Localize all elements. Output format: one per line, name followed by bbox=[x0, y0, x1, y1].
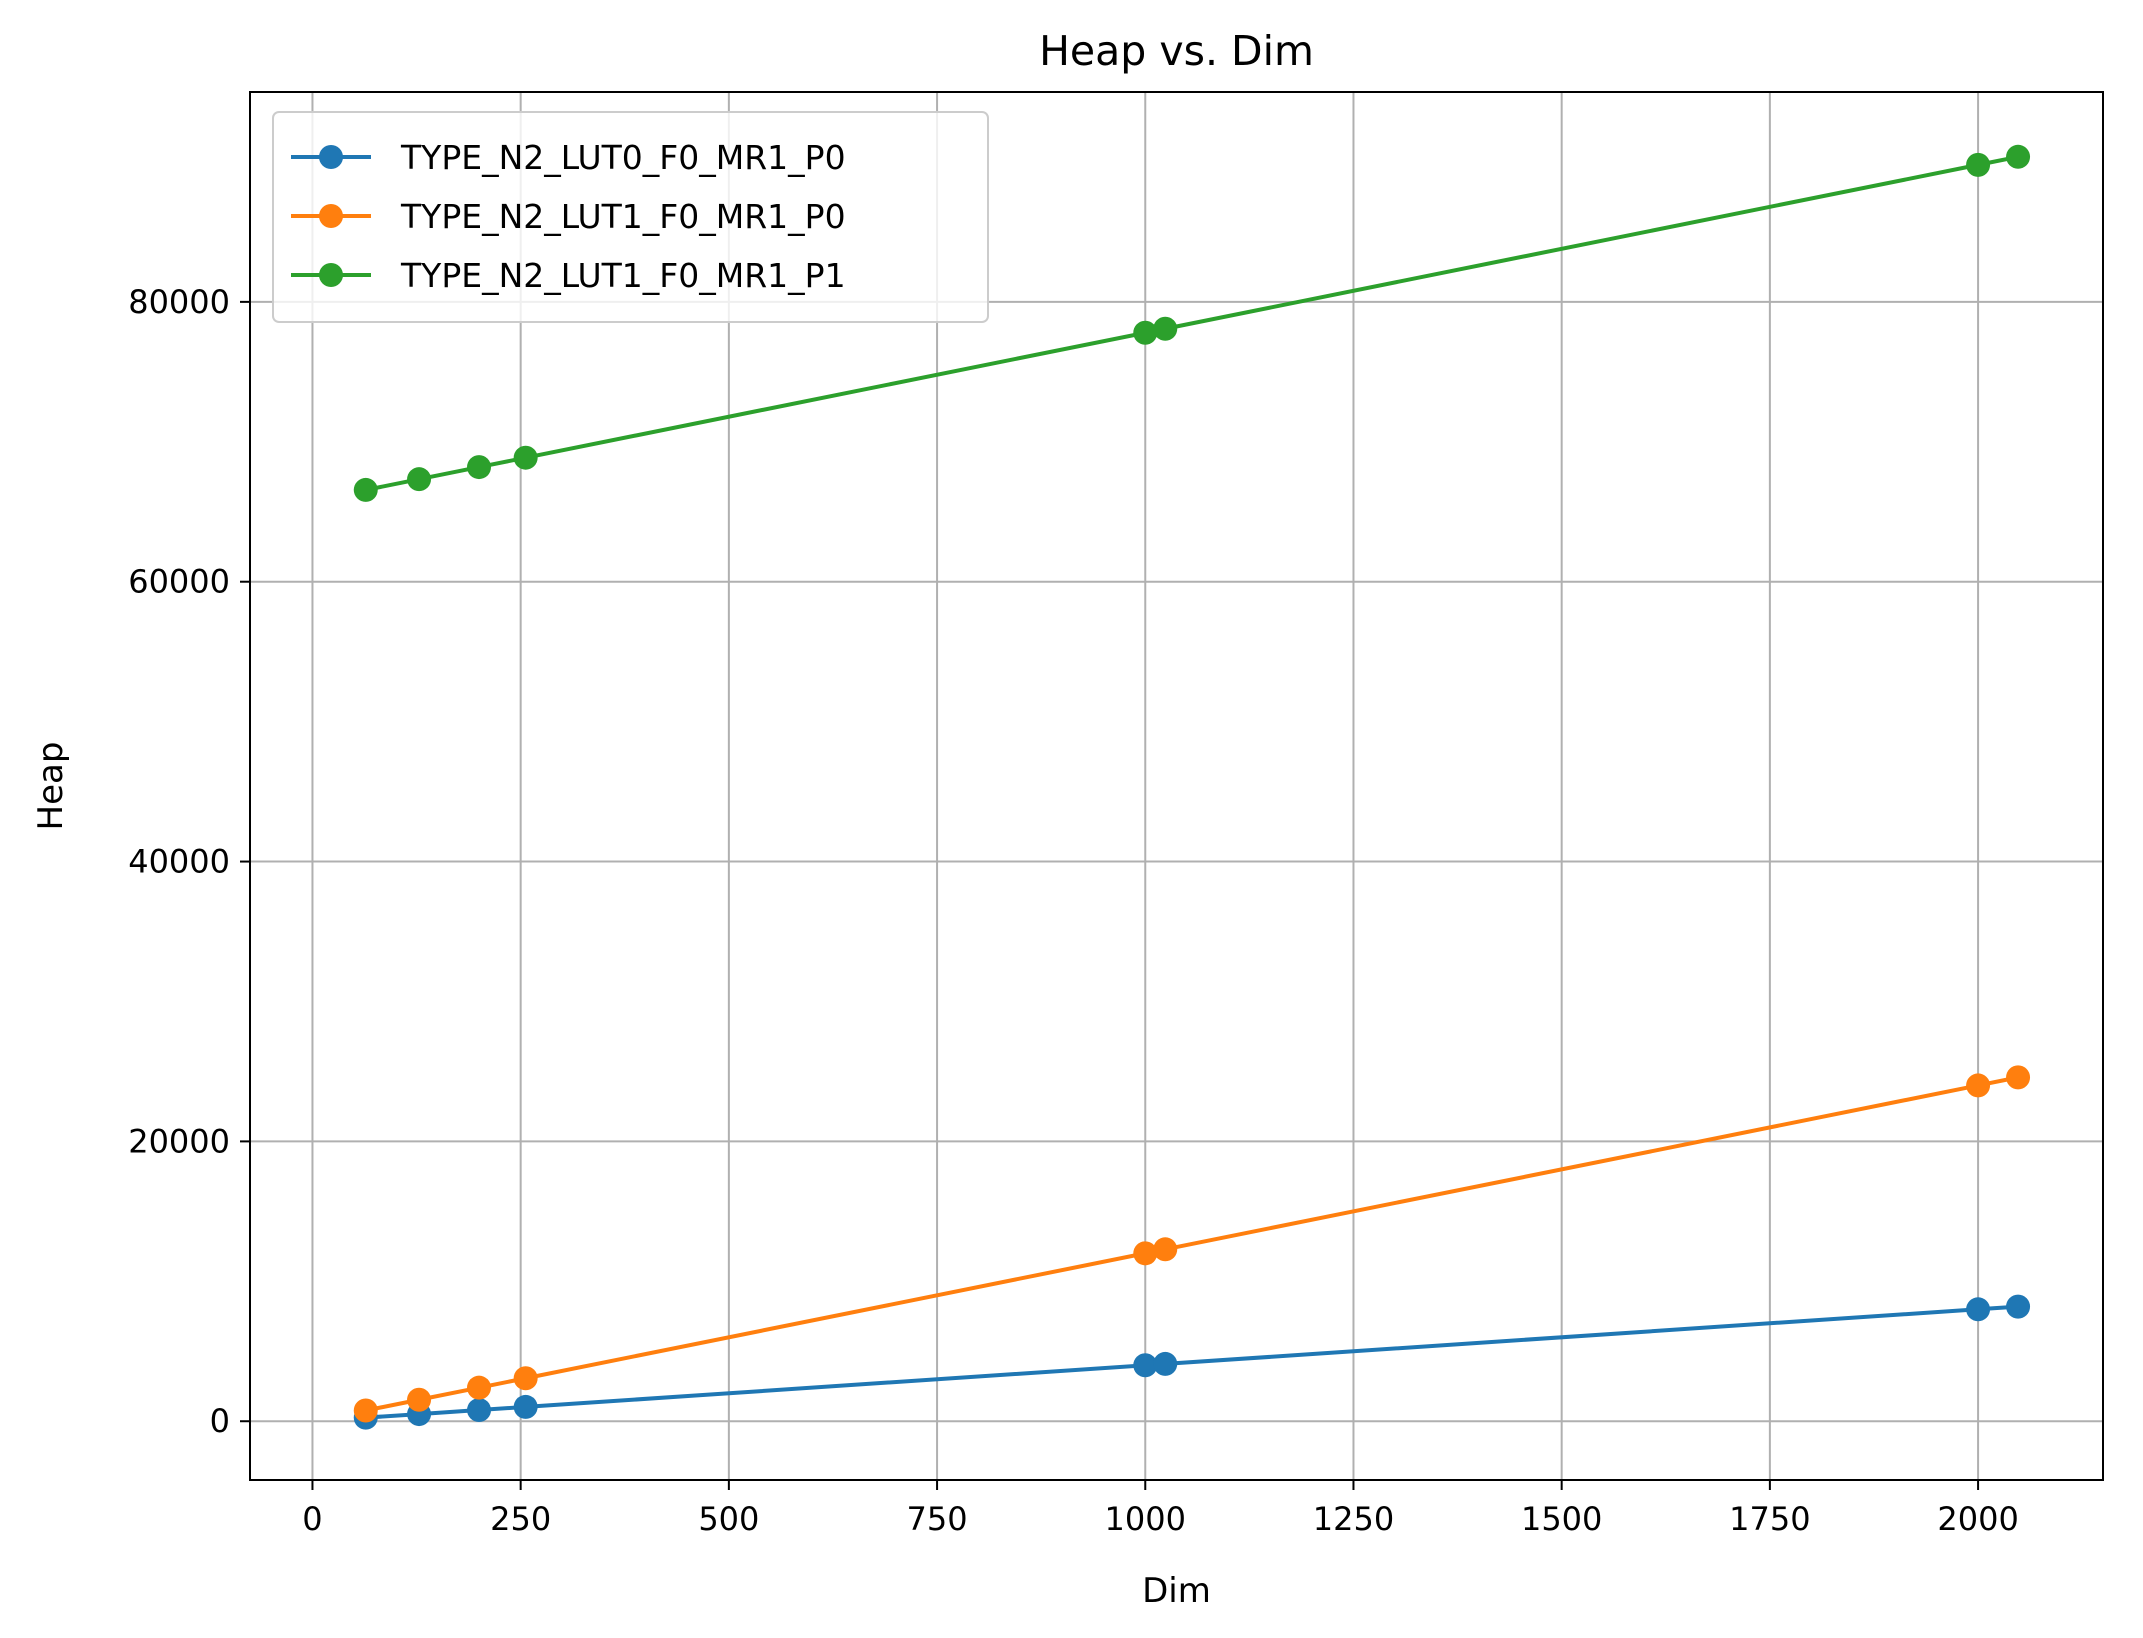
series-2-point bbox=[353, 477, 378, 502]
series-1-point bbox=[353, 1398, 378, 1423]
series-1-point bbox=[1966, 1073, 1991, 1098]
series-1-point bbox=[1133, 1241, 1158, 1266]
legend-marker-swatch bbox=[319, 263, 343, 287]
y-tick-label: 60000 bbox=[128, 563, 230, 601]
legend: TYPE_N2_LUT0_F0_MR1_P0 TYPE_N2_LUT1_F0_MR… bbox=[272, 111, 989, 323]
legend-label: TYPE_N2_LUT1_F0_MR1_P1 bbox=[400, 256, 846, 295]
series-0-point bbox=[1153, 1351, 1178, 1376]
series-1-point bbox=[1153, 1237, 1178, 1262]
series-1-point bbox=[467, 1375, 492, 1400]
legend-marker-swatch bbox=[319, 145, 343, 169]
plot-series bbox=[353, 144, 2031, 1430]
legend-marker-swatch bbox=[319, 204, 343, 228]
axis-ticks: 0 250 500 750 1000 1250 1500 1750 20000200004000… bbox=[128, 283, 2019, 1538]
y-tick-label: 20000 bbox=[128, 1122, 230, 1160]
series-2-point bbox=[1133, 320, 1158, 345]
chart-title: Heap vs. Dim bbox=[1039, 27, 1314, 75]
y-tick-label: 80000 bbox=[128, 283, 230, 321]
series-0-point bbox=[1133, 1353, 1158, 1378]
legend-label: TYPE_N2_LUT1_F0_MR1_P0 bbox=[400, 197, 846, 236]
x-tick-label: 2000 bbox=[1937, 1500, 2018, 1538]
x-tick-label: 500 bbox=[698, 1500, 759, 1538]
grid bbox=[250, 92, 2103, 1480]
series-2-point bbox=[1153, 316, 1178, 341]
x-tick-label: 1750 bbox=[1729, 1500, 1810, 1538]
series-2-point bbox=[407, 467, 432, 492]
x-tick-label: 1500 bbox=[1521, 1500, 1602, 1538]
y-tick-label: 40000 bbox=[128, 843, 230, 881]
y-axis-label: Heap bbox=[31, 742, 71, 831]
x-tick-label: 250 bbox=[490, 1500, 551, 1538]
series-0-point bbox=[2006, 1294, 2031, 1319]
legend-box bbox=[272, 111, 989, 323]
series-1-point bbox=[407, 1387, 432, 1412]
series-2-point bbox=[513, 445, 538, 470]
series-2-point bbox=[1966, 152, 1991, 177]
series-1-point bbox=[513, 1366, 538, 1391]
series-0-point bbox=[467, 1398, 492, 1423]
series-2-point bbox=[467, 455, 492, 480]
x-tick-label: 0 bbox=[302, 1500, 322, 1538]
series-1-point bbox=[2006, 1065, 2031, 1090]
x-axis-label: Dim bbox=[1142, 1571, 1211, 1611]
series-2-point bbox=[2006, 144, 2031, 169]
series-0-point bbox=[1966, 1297, 1991, 1322]
x-tick-label: 1250 bbox=[1313, 1500, 1394, 1538]
x-tick-label: 1000 bbox=[1105, 1500, 1186, 1538]
x-tick-label: 750 bbox=[907, 1500, 968, 1538]
axes-frame bbox=[249, 91, 2104, 1481]
legend-label: TYPE_N2_LUT0_F0_MR1_P0 bbox=[400, 138, 846, 177]
y-tick-label: 0 bbox=[210, 1402, 230, 1440]
series-0-point bbox=[513, 1394, 538, 1419]
